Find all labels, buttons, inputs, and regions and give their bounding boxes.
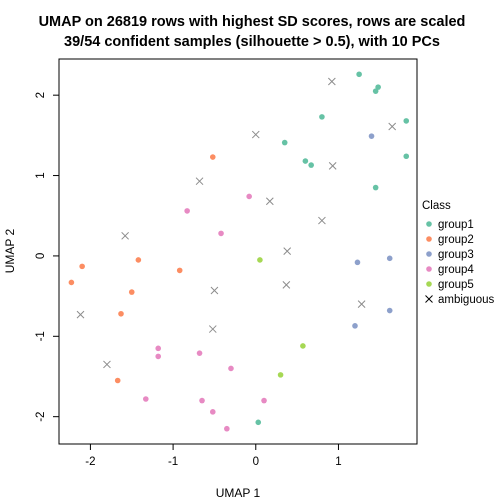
legend-entry-group3: group3 [426, 249, 474, 261]
point-group4 [155, 353, 162, 360]
legend-entry-group1: group1 [426, 219, 474, 231]
y-tick-label: 1 [35, 172, 47, 178]
point-group1 [372, 88, 379, 94]
legend-label: group3 [438, 249, 474, 261]
point-group2 [176, 267, 183, 274]
point-ambiguous [121, 231, 129, 240]
legend-label: group4 [438, 264, 474, 276]
point-ambiguous [283, 247, 292, 255]
point-group3 [352, 323, 358, 329]
point-ambiguous [388, 122, 397, 131]
legend-entry-group4: group4 [426, 264, 474, 276]
data-points [68, 71, 410, 432]
point-ambiguous [210, 286, 219, 295]
point-group4 [155, 345, 162, 352]
point-group4 [199, 397, 205, 404]
x-tick-label: 1 [335, 456, 341, 468]
y-axis: -2 -1 0 1 2 [35, 92, 59, 422]
x-tick-label: 0 [253, 456, 259, 468]
point-group1 [302, 158, 309, 164]
point-group5 [257, 257, 263, 263]
point-group2 [128, 289, 135, 295]
point-ambiguous [357, 300, 366, 308]
point-group4 [228, 365, 234, 372]
plot-area-frame [58, 58, 418, 445]
legend-symbol [426, 266, 432, 272]
point-group2 [135, 257, 142, 263]
point-ambiguous [282, 281, 291, 289]
point-ambiguous [76, 310, 85, 319]
point-ambiguous [265, 197, 274, 206]
point-group3 [386, 307, 393, 314]
legend-entry-ambiguous: ambiguous [425, 294, 495, 306]
legend-label: group5 [438, 279, 474, 291]
point-group4 [218, 230, 224, 237]
legend-label: group2 [438, 234, 474, 246]
point-ambiguous [103, 360, 111, 369]
point-ambiguous [251, 130, 260, 139]
point-group1 [403, 153, 410, 160]
x-tick-label: -2 [85, 456, 95, 468]
legend-entry-group5: group5 [426, 279, 474, 291]
legend-symbol [426, 236, 432, 242]
point-ambiguous [328, 162, 337, 170]
point-group1 [319, 114, 325, 120]
point-group1 [375, 84, 381, 90]
point-group2 [114, 377, 121, 384]
point-group5 [277, 372, 284, 378]
x-axis: -2 -1 0 1 [85, 444, 342, 468]
point-group3 [368, 133, 375, 139]
point-group4 [143, 396, 149, 402]
y-tick-label: -2 [35, 412, 47, 422]
point-group5 [300, 343, 306, 349]
point-group1 [308, 162, 314, 168]
x-tick-label: -1 [168, 456, 178, 468]
legend-symbol [425, 295, 433, 303]
y-tick-label: -1 [35, 331, 47, 341]
point-group4 [224, 425, 230, 432]
point-group2 [79, 263, 85, 270]
point-group1 [255, 419, 262, 426]
legend: Class group1 group2 group3 group4 group5 ambi… [422, 200, 495, 306]
legend-label: ambiguous [438, 294, 495, 306]
legend-title: Class [422, 200, 451, 212]
point-group1 [281, 139, 288, 146]
chart-title-line-1: UMAP on 26819 rows with highest SD score… [39, 14, 466, 30]
y-tick-label: 2 [35, 92, 47, 98]
point-group1 [372, 184, 379, 191]
point-group2 [209, 154, 216, 160]
point-group3 [354, 259, 361, 266]
x-axis-label: UMAP 1 [216, 486, 261, 500]
y-axis-label: UMAP 2 [3, 228, 17, 273]
point-group4 [196, 350, 203, 356]
point-group4 [184, 208, 190, 214]
chart-title-line-2: 39/54 confident samples (silhouette > 0.… [64, 34, 440, 50]
point-ambiguous [327, 77, 336, 86]
point-ambiguous [318, 216, 326, 225]
point-group4 [261, 397, 267, 404]
point-group1 [356, 71, 362, 78]
legend-entry-group2: group2 [426, 234, 474, 246]
legend-symbol [426, 281, 432, 287]
point-ambiguous [208, 325, 217, 333]
point-ambiguous [195, 177, 204, 186]
point-group1 [403, 118, 410, 124]
legend-symbol [426, 251, 432, 257]
point-group3 [386, 255, 393, 262]
point-group2 [68, 279, 75, 286]
legend-symbol [426, 221, 432, 227]
legend-label: group1 [438, 219, 474, 231]
point-group4 [209, 409, 216, 415]
y-tick-label: 0 [35, 253, 47, 259]
point-group2 [118, 310, 124, 317]
point-group4 [246, 193, 252, 200]
